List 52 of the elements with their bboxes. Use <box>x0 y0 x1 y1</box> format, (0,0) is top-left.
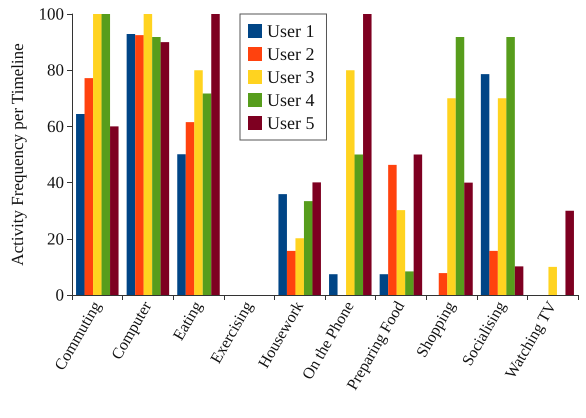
bar <box>354 154 364 295</box>
bar <box>84 78 94 295</box>
legend-label: User 1 <box>267 21 314 41</box>
bar <box>312 182 321 295</box>
bar <box>414 154 422 295</box>
bar <box>498 98 506 295</box>
bar <box>380 274 388 295</box>
bar <box>514 266 524 295</box>
bar <box>329 274 338 295</box>
bar <box>102 14 110 295</box>
bar <box>144 14 152 295</box>
bar <box>76 114 85 295</box>
y-tick-label: 0 <box>56 286 64 304</box>
y-axis-title: Activity Frequency per Timeline <box>8 43 27 266</box>
bar <box>464 182 473 295</box>
legend-label: User 2 <box>267 44 314 64</box>
bar <box>548 266 557 295</box>
bar <box>456 37 464 295</box>
bar <box>110 126 119 295</box>
bar <box>363 14 372 295</box>
bar <box>93 14 102 295</box>
y-tick-label: 100 <box>38 4 64 24</box>
bar <box>304 201 312 295</box>
bar <box>447 98 456 295</box>
legend-label: User 4 <box>267 90 314 110</box>
bar <box>126 34 136 295</box>
y-tick-label: 80 <box>47 60 64 80</box>
bar <box>177 154 186 295</box>
bar <box>152 37 161 295</box>
bar <box>286 250 296 295</box>
bar <box>565 210 574 295</box>
bar <box>278 194 287 295</box>
legend-label: User 3 <box>267 67 314 87</box>
y-tick-label: 40 <box>47 173 64 192</box>
legend-label: User 5 <box>267 113 314 133</box>
bar <box>506 37 515 295</box>
bar <box>396 210 406 295</box>
bar <box>480 74 490 295</box>
y-tick-label: 60 <box>47 116 64 136</box>
bar <box>194 70 203 295</box>
bar <box>489 250 498 295</box>
bar <box>202 94 212 295</box>
bar <box>405 271 414 295</box>
bar <box>388 164 397 295</box>
bar <box>438 273 448 295</box>
bar <box>160 42 170 295</box>
bar <box>346 70 355 295</box>
y-tick-label: 20 <box>47 229 64 248</box>
bar <box>295 238 304 295</box>
bar <box>211 14 220 295</box>
bar <box>135 35 144 295</box>
bar <box>186 122 194 295</box>
